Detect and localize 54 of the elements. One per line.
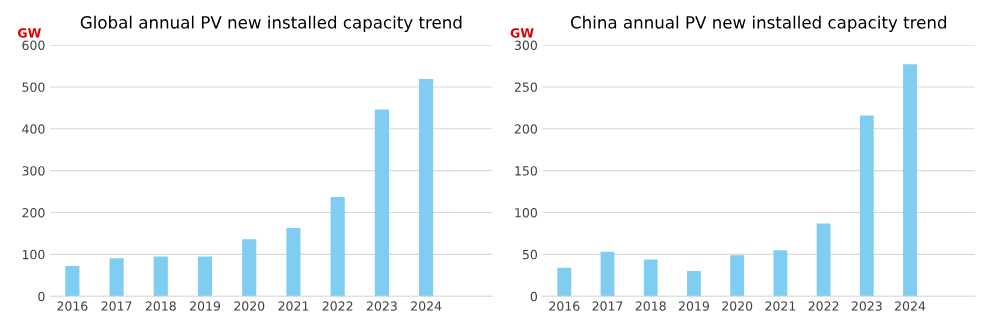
- y-tick-label: 400: [22, 124, 45, 134]
- bar: [242, 239, 257, 297]
- bar: [687, 271, 701, 297]
- x-tick-label: 2020: [722, 301, 753, 311]
- x-tick-label: 2017: [101, 301, 132, 311]
- x-tick-label: 2024: [411, 301, 442, 311]
- bar: [730, 255, 745, 297]
- y-tick-label: 200: [22, 207, 45, 218]
- bar: [330, 197, 345, 297]
- y-tick-label: 300: [22, 166, 45, 176]
- x-tick-label: 2020: [234, 301, 265, 311]
- bar: [65, 266, 80, 297]
- y-tick-label: 0: [530, 291, 538, 302]
- x-tick-label: 2018: [635, 301, 666, 311]
- x-tick-label: 2019: [190, 301, 221, 311]
- x-tick-label: 2019: [678, 301, 709, 311]
- bar: [600, 251, 615, 297]
- y-tick-label: 0: [38, 291, 45, 302]
- x-tick-label: 2016: [57, 301, 88, 311]
- bar: [153, 256, 168, 297]
- bar: [557, 267, 572, 297]
- y-tick-label: 300: [514, 40, 538, 51]
- x-tick-label: 2016: [549, 301, 580, 311]
- y-axis-title: GW: [17, 28, 42, 38]
- chart-title: China annual PV new installed capacity trend: [570, 15, 947, 32]
- y-tick-label: 50: [522, 249, 538, 260]
- chart-title: Global annual PV new installed capacity trend: [80, 15, 462, 32]
- y-tick-label: 100: [515, 207, 538, 218]
- bar: [286, 228, 301, 297]
- y-tick-label: 250: [514, 82, 538, 92]
- x-tick-label: 2023: [851, 301, 882, 311]
- x-tick-label: 2021: [278, 301, 309, 311]
- y-tick-label: 100: [22, 249, 45, 260]
- y-tick-label: 500: [22, 82, 45, 92]
- x-tick-label: 2024: [895, 301, 926, 311]
- y-tick-label: 150: [515, 166, 538, 176]
- bar: [643, 259, 658, 297]
- x-tick-label: 2022: [808, 301, 839, 311]
- x-tick-label: 2023: [366, 301, 397, 311]
- bar: [419, 78, 434, 297]
- x-tick-label: 2022: [322, 301, 353, 311]
- bar: [109, 258, 124, 297]
- bar: [816, 223, 831, 297]
- bar: [197, 256, 213, 297]
- bar: [903, 64, 917, 297]
- y-axis-title: GW: [510, 28, 534, 38]
- x-tick-label: 2021: [765, 301, 796, 311]
- x-tick-label: 2017: [592, 301, 623, 311]
- y-tick-label: 600: [22, 40, 45, 51]
- bar: [773, 250, 788, 297]
- x-tick-label: 2018: [145, 301, 176, 311]
- bar: [859, 115, 874, 297]
- bar: [374, 109, 389, 297]
- y-tick-label: 200: [514, 124, 538, 134]
